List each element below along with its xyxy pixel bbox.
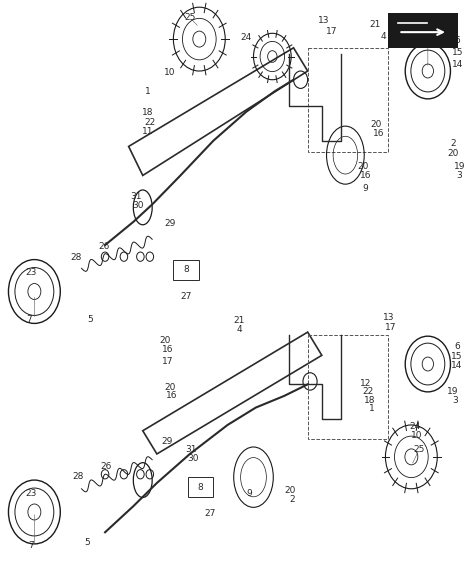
Text: 15: 15	[451, 352, 463, 361]
Text: 18: 18	[142, 108, 153, 117]
Text: 6: 6	[454, 342, 460, 351]
Text: 24: 24	[241, 33, 252, 42]
Text: 30: 30	[187, 454, 199, 463]
Text: 13: 13	[319, 16, 330, 25]
Text: 21: 21	[234, 316, 245, 325]
Text: 3: 3	[456, 171, 462, 180]
Text: 20: 20	[164, 382, 175, 392]
Text: 7: 7	[28, 541, 34, 550]
Text: 31: 31	[185, 445, 197, 454]
Text: 16: 16	[373, 129, 384, 138]
Text: 26: 26	[99, 242, 110, 251]
Text: 17: 17	[385, 323, 397, 332]
Text: 16: 16	[162, 345, 173, 354]
Text: 4: 4	[237, 325, 242, 333]
Text: 5: 5	[87, 315, 93, 324]
Text: 17: 17	[326, 27, 337, 36]
Text: 29: 29	[162, 437, 173, 445]
Text: 20: 20	[370, 120, 382, 129]
Text: 27: 27	[204, 508, 215, 518]
Text: 16: 16	[360, 171, 372, 180]
Text: 26: 26	[100, 462, 112, 471]
Text: 12: 12	[359, 379, 371, 388]
Text: 8: 8	[198, 483, 203, 492]
Text: 7: 7	[26, 315, 32, 324]
Text: 11: 11	[142, 128, 153, 136]
Text: 16: 16	[166, 391, 178, 401]
Text: 22: 22	[144, 118, 155, 127]
Text: 23: 23	[25, 268, 36, 278]
Text: 28: 28	[72, 472, 83, 480]
Text: 19: 19	[447, 387, 458, 396]
Text: 29: 29	[164, 219, 176, 227]
Text: 25: 25	[414, 445, 425, 454]
Text: 3: 3	[452, 396, 457, 405]
Text: 4: 4	[380, 31, 386, 41]
Text: 8: 8	[183, 265, 189, 274]
Text: 19: 19	[454, 162, 465, 171]
Text: 31: 31	[130, 192, 141, 201]
Text: 23: 23	[25, 489, 36, 498]
Text: 21: 21	[369, 20, 381, 29]
Text: 14: 14	[451, 361, 463, 370]
Text: 10: 10	[164, 68, 176, 77]
Text: 1: 1	[145, 87, 150, 96]
Text: 25: 25	[184, 13, 196, 22]
Text: 10: 10	[411, 431, 423, 440]
Text: 9: 9	[247, 489, 253, 498]
Text: 20: 20	[447, 149, 458, 158]
Text: 27: 27	[181, 292, 192, 301]
Text: 18: 18	[364, 396, 375, 405]
Text: 30: 30	[132, 201, 144, 210]
Text: 15: 15	[452, 48, 463, 57]
Text: 22: 22	[362, 387, 373, 396]
Text: 20: 20	[284, 486, 295, 495]
Text: 1: 1	[369, 404, 375, 413]
Text: 14: 14	[452, 59, 463, 69]
Text: 2: 2	[289, 495, 295, 504]
Text: 28: 28	[70, 254, 82, 262]
Text: 9: 9	[362, 184, 368, 193]
Text: 17: 17	[162, 357, 173, 366]
Text: 2: 2	[450, 139, 456, 148]
Text: 6: 6	[455, 36, 460, 45]
Text: 20: 20	[159, 336, 171, 345]
Text: 5: 5	[84, 538, 90, 547]
Text: 24: 24	[410, 422, 421, 431]
Text: 20: 20	[357, 162, 369, 171]
Text: 13: 13	[383, 313, 394, 322]
